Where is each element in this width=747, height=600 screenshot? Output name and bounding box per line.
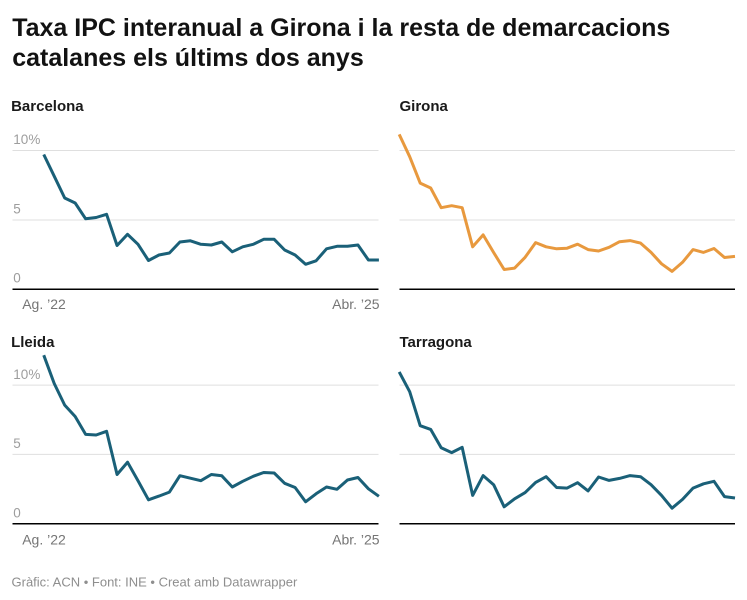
svg-text:5: 5: [13, 202, 21, 217]
svg-text:10%: 10%: [13, 367, 40, 382]
svg-text:5: 5: [13, 436, 21, 451]
svg-text:Tarragona: Tarragona: [400, 334, 473, 351]
svg-text:Ag. ’22: Ag. ’22: [22, 296, 66, 312]
svg-text:catalanes els últims dos anys: catalanes els últims dos anys: [12, 44, 364, 72]
svg-text:Barcelona: Barcelona: [11, 98, 84, 115]
svg-text:Abr. ’25: Abr. ’25: [332, 296, 380, 312]
svg-text:0: 0: [13, 506, 21, 521]
svg-text:Lleida: Lleida: [11, 334, 55, 351]
svg-text:0: 0: [13, 271, 21, 286]
svg-text:Gràfic: ACN • Font: INE • Crea: Gràfic: ACN • Font: INE • Creat amb Data…: [12, 574, 298, 589]
svg-text:10%: 10%: [13, 132, 40, 147]
svg-text:Taxa IPC interanual a Girona i: Taxa IPC interanual a Girona i la resta …: [12, 14, 670, 42]
svg-text:Girona: Girona: [400, 98, 449, 115]
svg-text:Abr. ’25: Abr. ’25: [332, 532, 380, 548]
svg-text:Ag. ’22: Ag. ’22: [22, 532, 66, 548]
